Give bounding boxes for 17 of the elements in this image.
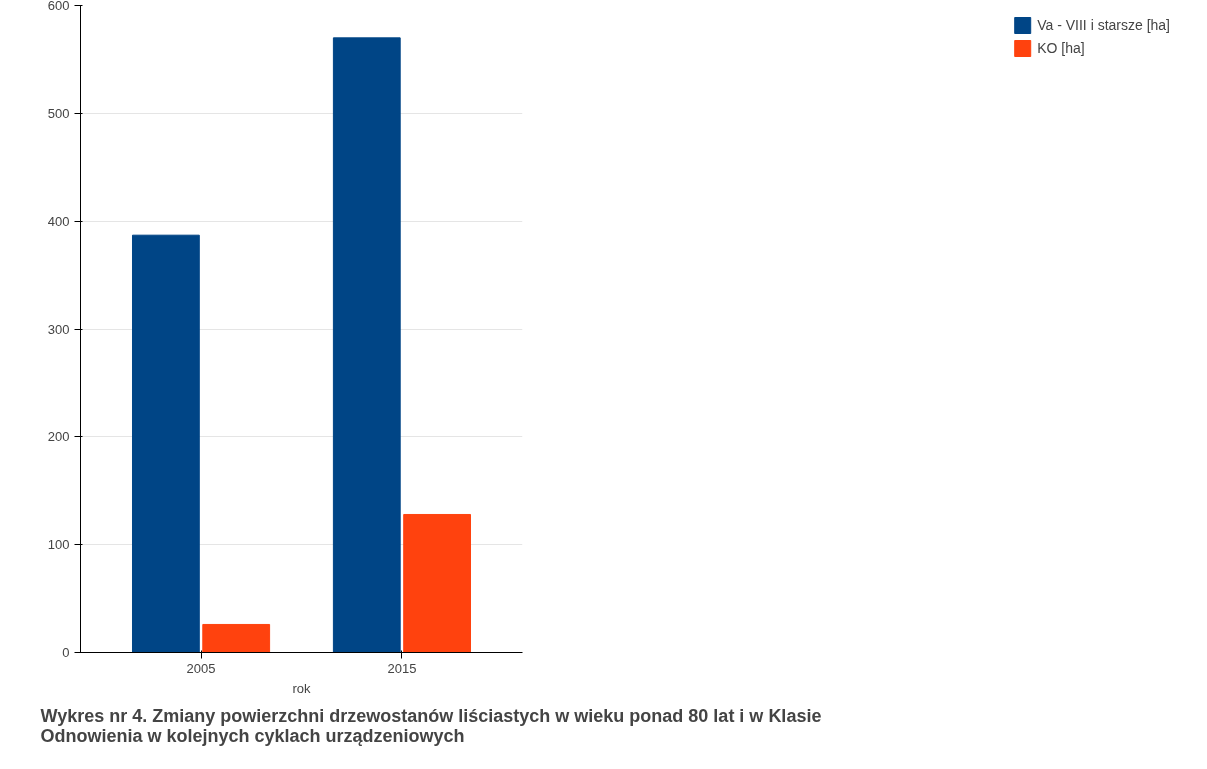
- x-tick-label: 2005: [186, 660, 216, 676]
- bar: [131, 234, 200, 653]
- y-tick-label: 0: [62, 645, 70, 660]
- x-axis-title: rok: [292, 680, 312, 696]
- y-tick-label: 200: [47, 429, 70, 445]
- bar: [202, 623, 271, 653]
- legend-label: Va - VIII i starsze [ha]: [1037, 17, 1170, 33]
- y-tick-label: 400: [47, 213, 70, 229]
- y-tick-label: 100: [47, 537, 70, 553]
- y-tick-label: 600: [47, 0, 70, 13]
- legend-label: KO [ha]: [1037, 40, 1085, 56]
- x-tick-label: 2015: [387, 660, 417, 676]
- bar: [403, 513, 472, 653]
- text: Wykres nr 4. Zmiany powierzchni drzewostanów liściastych w wieku ponad 80 lat i w Klasie Odnowienia w kolejnych cyklach urządzeniowych: [40, 705, 822, 746]
- y-tick-label: 300: [47, 321, 70, 337]
- bar: [332, 37, 401, 653]
- y-tick-label: 500: [47, 105, 70, 121]
